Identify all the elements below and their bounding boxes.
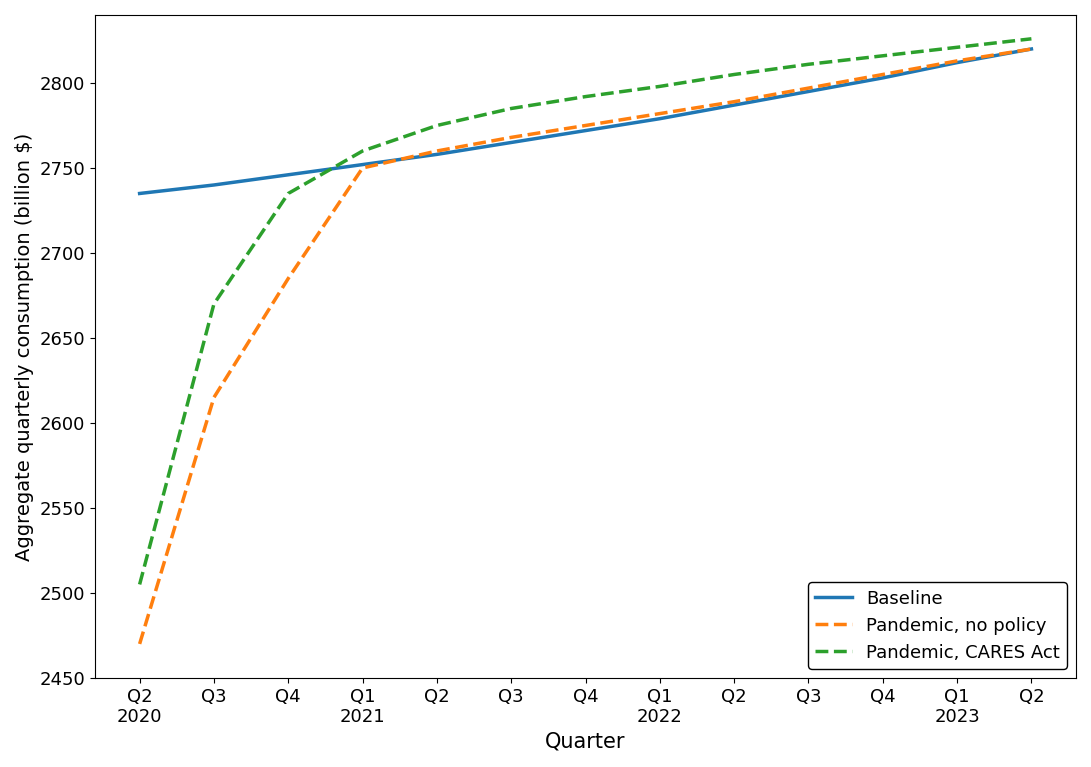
- Pandemic, CARES Act: [876, 51, 889, 61]
- Line: Baseline: Baseline: [140, 49, 1031, 193]
- Pandemic, no policy: [430, 146, 443, 156]
- Line: Pandemic, CARES Act: Pandemic, CARES Act: [140, 39, 1031, 584]
- Baseline: [430, 150, 443, 159]
- Baseline: [133, 189, 146, 198]
- Baseline: [802, 87, 815, 96]
- Baseline: [356, 160, 369, 170]
- Pandemic, no policy: [579, 121, 592, 130]
- Pandemic, CARES Act: [802, 60, 815, 69]
- Pandemic, CARES Act: [356, 146, 369, 156]
- Pandemic, CARES Act: [281, 189, 295, 198]
- X-axis label: Quarter: Quarter: [546, 732, 626, 752]
- Baseline: [1024, 44, 1038, 54]
- Pandemic, CARES Act: [654, 82, 667, 91]
- Pandemic, CARES Act: [728, 70, 741, 79]
- Pandemic, no policy: [356, 163, 369, 173]
- Baseline: [654, 114, 667, 123]
- Pandemic, no policy: [207, 393, 220, 402]
- Pandemic, CARES Act: [1024, 35, 1038, 44]
- Pandemic, no policy: [876, 70, 889, 79]
- Pandemic, no policy: [133, 640, 146, 649]
- Pandemic, CARES Act: [430, 121, 443, 130]
- Pandemic, no policy: [281, 274, 295, 283]
- Pandemic, CARES Act: [505, 104, 518, 113]
- Pandemic, no policy: [802, 84, 815, 93]
- Pandemic, CARES Act: [207, 299, 220, 308]
- Legend: Baseline, Pandemic, no policy, Pandemic, CARES Act: Baseline, Pandemic, no policy, Pandemic,…: [808, 582, 1067, 669]
- Pandemic, no policy: [728, 97, 741, 107]
- Baseline: [876, 74, 889, 83]
- Y-axis label: Aggregate quarterly consumption (billion $): Aggregate quarterly consumption (billion…: [15, 133, 34, 561]
- Baseline: [950, 58, 963, 67]
- Baseline: [281, 170, 295, 179]
- Baseline: [505, 138, 518, 147]
- Pandemic, CARES Act: [950, 43, 963, 52]
- Baseline: [728, 100, 741, 110]
- Pandemic, no policy: [654, 109, 667, 118]
- Pandemic, CARES Act: [579, 92, 592, 101]
- Pandemic, no policy: [950, 56, 963, 65]
- Baseline: [579, 126, 592, 135]
- Pandemic, CARES Act: [133, 580, 146, 589]
- Line: Pandemic, no policy: Pandemic, no policy: [140, 49, 1031, 644]
- Pandemic, no policy: [505, 133, 518, 142]
- Baseline: [207, 180, 220, 189]
- Pandemic, no policy: [1024, 44, 1038, 54]
